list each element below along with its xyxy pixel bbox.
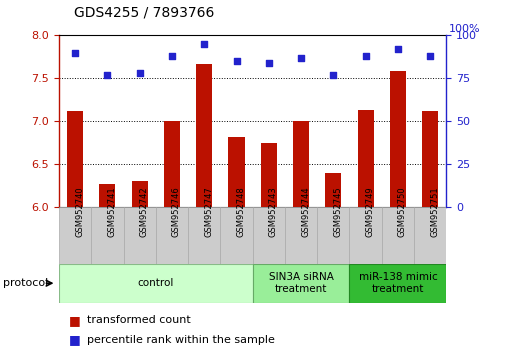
Text: miR-138 mimic
treatment: miR-138 mimic treatment (359, 272, 437, 294)
Bar (390, 72, 406, 207)
Text: GSM952744: GSM952744 (301, 186, 310, 237)
Text: ■: ■ (69, 333, 81, 346)
Bar (59, 207, 91, 264)
Point (135, 70, 144, 76)
Point (362, 53, 370, 59)
Text: protocol: protocol (3, 278, 48, 288)
Bar (382, 207, 414, 264)
Text: GSM952745: GSM952745 (333, 186, 342, 237)
Bar (261, 143, 277, 207)
Bar (414, 207, 446, 264)
Text: GSM952748: GSM952748 (236, 186, 246, 237)
Text: GDS4255 / 7893766: GDS4255 / 7893766 (74, 5, 215, 19)
Text: transformed count: transformed count (87, 315, 191, 325)
Bar (349, 207, 382, 264)
Bar (196, 64, 212, 207)
Point (394, 46, 402, 52)
Bar (221, 207, 252, 264)
Text: GSM952742: GSM952742 (140, 186, 149, 237)
Bar (91, 207, 124, 264)
Bar (188, 207, 221, 264)
Text: SIN3A siRNA
treatment: SIN3A siRNA treatment (269, 272, 333, 294)
Bar (252, 207, 285, 264)
Point (200, 41, 208, 47)
Bar (349, 264, 446, 303)
Bar (156, 207, 188, 264)
Text: control: control (137, 278, 174, 288)
Bar (325, 173, 342, 207)
Point (265, 60, 273, 66)
Bar (164, 121, 180, 207)
Bar (228, 137, 245, 207)
Point (71, 50, 79, 55)
Bar (100, 184, 115, 207)
Point (168, 53, 176, 59)
Bar (358, 110, 373, 207)
Point (297, 55, 305, 61)
Bar (124, 207, 156, 264)
Text: GSM952750: GSM952750 (398, 186, 407, 237)
Bar (67, 111, 83, 207)
Text: GSM952743: GSM952743 (269, 186, 278, 237)
Point (426, 53, 435, 59)
Bar (59, 264, 252, 303)
Bar (317, 207, 349, 264)
Text: GSM952749: GSM952749 (366, 186, 374, 237)
Text: ■: ■ (69, 314, 81, 327)
Text: GSM952746: GSM952746 (172, 186, 181, 237)
Bar (132, 181, 148, 207)
Point (232, 58, 241, 64)
Text: GSM952740: GSM952740 (75, 186, 84, 237)
Text: GSM952747: GSM952747 (204, 186, 213, 237)
Point (329, 72, 338, 78)
Text: GSM952751: GSM952751 (430, 186, 439, 237)
Text: GSM952741: GSM952741 (107, 186, 116, 237)
Point (103, 72, 111, 78)
Bar (422, 111, 438, 207)
Bar (252, 264, 349, 303)
Text: 100%: 100% (449, 24, 481, 34)
Text: percentile rank within the sample: percentile rank within the sample (87, 335, 275, 345)
Bar (293, 121, 309, 207)
Bar (285, 207, 317, 264)
